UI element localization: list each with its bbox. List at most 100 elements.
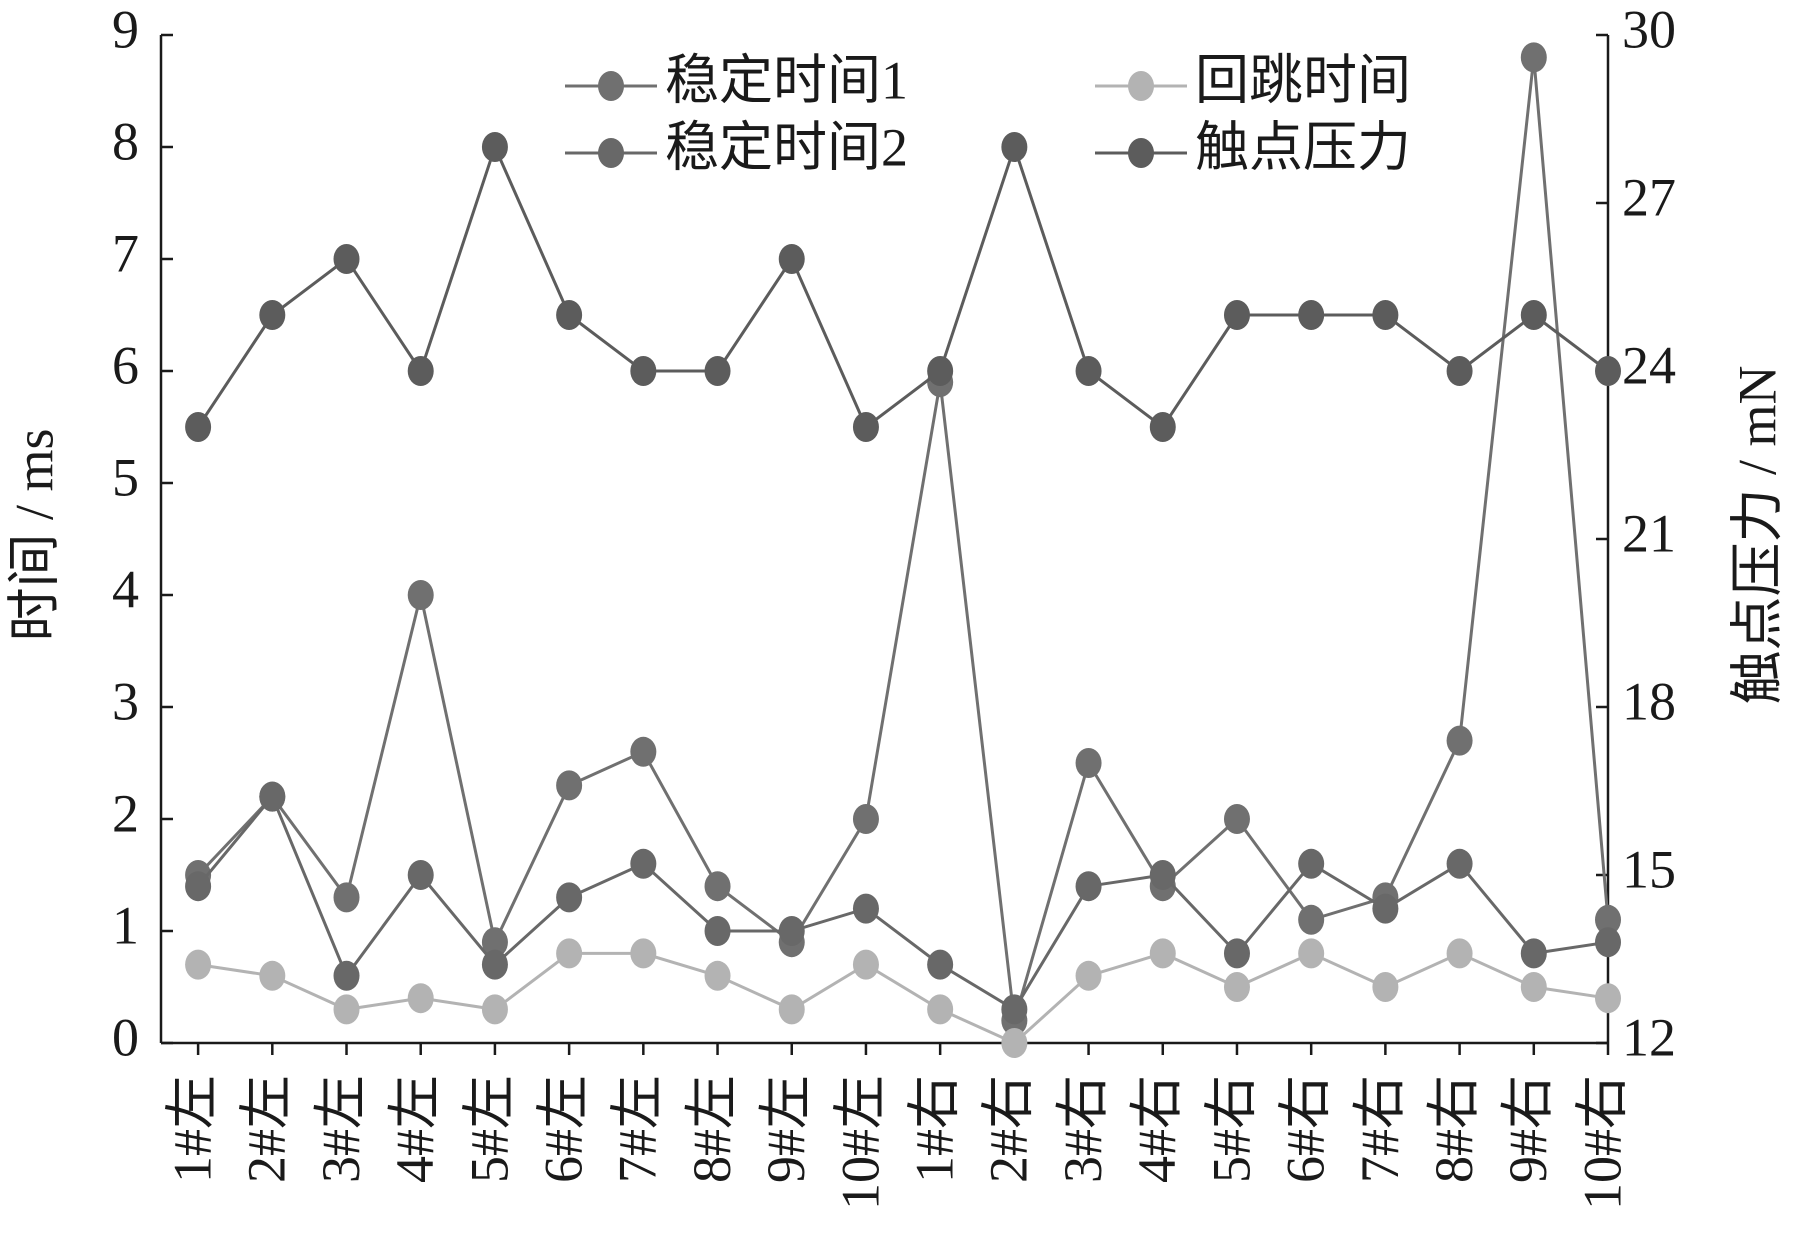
data-point bbox=[778, 916, 805, 946]
data-point bbox=[778, 994, 805, 1025]
data-point bbox=[1298, 300, 1325, 330]
data-point bbox=[1595, 904, 1621, 935]
legend-marker bbox=[1128, 138, 1154, 168]
legend-label: 触点压力 bbox=[1195, 117, 1411, 177]
data-point bbox=[407, 580, 434, 610]
data-point bbox=[185, 949, 212, 980]
data-point bbox=[1223, 972, 1250, 1002]
data-point bbox=[852, 893, 879, 924]
data-point bbox=[1446, 356, 1473, 386]
data-point bbox=[1372, 300, 1399, 330]
x-tick-label: 8#右 bbox=[1424, 1075, 1484, 1183]
data-point bbox=[704, 960, 731, 991]
data-point bbox=[1298, 904, 1325, 935]
data-point bbox=[481, 949, 508, 980]
y2-tick-label: 12 bbox=[1622, 1007, 1676, 1067]
data-point bbox=[556, 938, 583, 969]
data-point bbox=[852, 949, 879, 980]
data-point bbox=[1520, 300, 1547, 330]
legend-marker bbox=[1128, 71, 1154, 101]
y-tick-label: 8 bbox=[112, 111, 139, 171]
y-tick-label: 2 bbox=[112, 783, 139, 843]
data-point bbox=[1149, 860, 1176, 890]
data-point bbox=[259, 300, 286, 330]
data-point bbox=[1298, 938, 1325, 969]
data-point bbox=[333, 244, 360, 274]
y-tick-label: 6 bbox=[112, 335, 139, 395]
data-point bbox=[704, 871, 731, 902]
x-tick-label: 5#左 bbox=[459, 1075, 519, 1183]
y2-tick-label: 18 bbox=[1622, 671, 1676, 731]
data-point bbox=[407, 983, 434, 1014]
data-point bbox=[481, 132, 508, 162]
y-tick-label: 4 bbox=[112, 559, 139, 619]
x-tick-label: 4#左 bbox=[385, 1075, 445, 1183]
data-point bbox=[852, 412, 879, 442]
data-point bbox=[1520, 972, 1547, 1002]
x-tick-label: 4#右 bbox=[1127, 1075, 1187, 1183]
x-tick-label: 10#左 bbox=[830, 1075, 890, 1210]
data-point bbox=[1520, 42, 1547, 73]
x-tick-label: 9#左 bbox=[756, 1075, 816, 1183]
y-axis-label: 时间 / ms bbox=[4, 428, 64, 641]
data-point bbox=[333, 960, 360, 991]
data-point bbox=[630, 736, 657, 767]
data-point bbox=[1223, 300, 1250, 330]
data-point bbox=[927, 356, 954, 386]
data-point bbox=[927, 949, 954, 980]
data-point bbox=[333, 882, 360, 913]
x-tick-label: 3#右 bbox=[1053, 1075, 1113, 1183]
data-point bbox=[704, 916, 731, 946]
data-point bbox=[333, 994, 360, 1025]
series-line bbox=[196, 142, 1609, 430]
data-point bbox=[1075, 748, 1102, 778]
y-tick-label: 1 bbox=[112, 895, 139, 955]
x-tick-label: 8#左 bbox=[682, 1075, 742, 1183]
data-point bbox=[1446, 938, 1473, 969]
y2-tick-label: 24 bbox=[1622, 335, 1676, 395]
data-point bbox=[1520, 938, 1547, 969]
y-tick-label: 3 bbox=[112, 671, 139, 731]
series-line bbox=[196, 793, 1609, 1012]
x-tick-label: 6#左 bbox=[534, 1075, 594, 1183]
data-point bbox=[481, 994, 508, 1025]
data-point bbox=[1446, 725, 1473, 756]
data-point bbox=[1223, 804, 1250, 834]
data-point bbox=[1372, 893, 1399, 924]
y-tick-label: 0 bbox=[112, 1007, 139, 1067]
data-point bbox=[1075, 871, 1102, 902]
x-tick-label: 7#左 bbox=[608, 1075, 668, 1183]
data-point bbox=[185, 871, 212, 902]
data-point bbox=[1595, 983, 1621, 1014]
data-point bbox=[630, 938, 657, 969]
data-point bbox=[1075, 960, 1102, 991]
data-point bbox=[1149, 938, 1176, 969]
data-point bbox=[407, 356, 434, 386]
x-tick-label: 1#右 bbox=[905, 1075, 965, 1183]
x-tick-label: 1#左 bbox=[162, 1075, 222, 1183]
data-point bbox=[1446, 848, 1473, 879]
data-point bbox=[1001, 1028, 1028, 1058]
data-point bbox=[778, 244, 805, 274]
data-point bbox=[556, 770, 583, 801]
data-point bbox=[1595, 356, 1621, 386]
data-point bbox=[704, 356, 731, 386]
data-point bbox=[1372, 972, 1399, 1002]
x-tick-label: 9#右 bbox=[1498, 1075, 1558, 1183]
data-point bbox=[1149, 412, 1176, 442]
legend-label: 稳定时间2 bbox=[665, 117, 908, 177]
data-point bbox=[630, 848, 657, 879]
data-point bbox=[852, 804, 879, 834]
data-point bbox=[1001, 994, 1028, 1025]
data-point bbox=[556, 882, 583, 913]
y-tick-label: 5 bbox=[112, 447, 139, 507]
data-point bbox=[1001, 132, 1028, 162]
x-tick-label: 2#左 bbox=[237, 1075, 297, 1183]
legend-label: 回跳时间 bbox=[1195, 50, 1411, 110]
data-point bbox=[556, 300, 583, 330]
data-point bbox=[259, 960, 286, 991]
data-point bbox=[630, 356, 657, 386]
data-point bbox=[1075, 356, 1102, 386]
